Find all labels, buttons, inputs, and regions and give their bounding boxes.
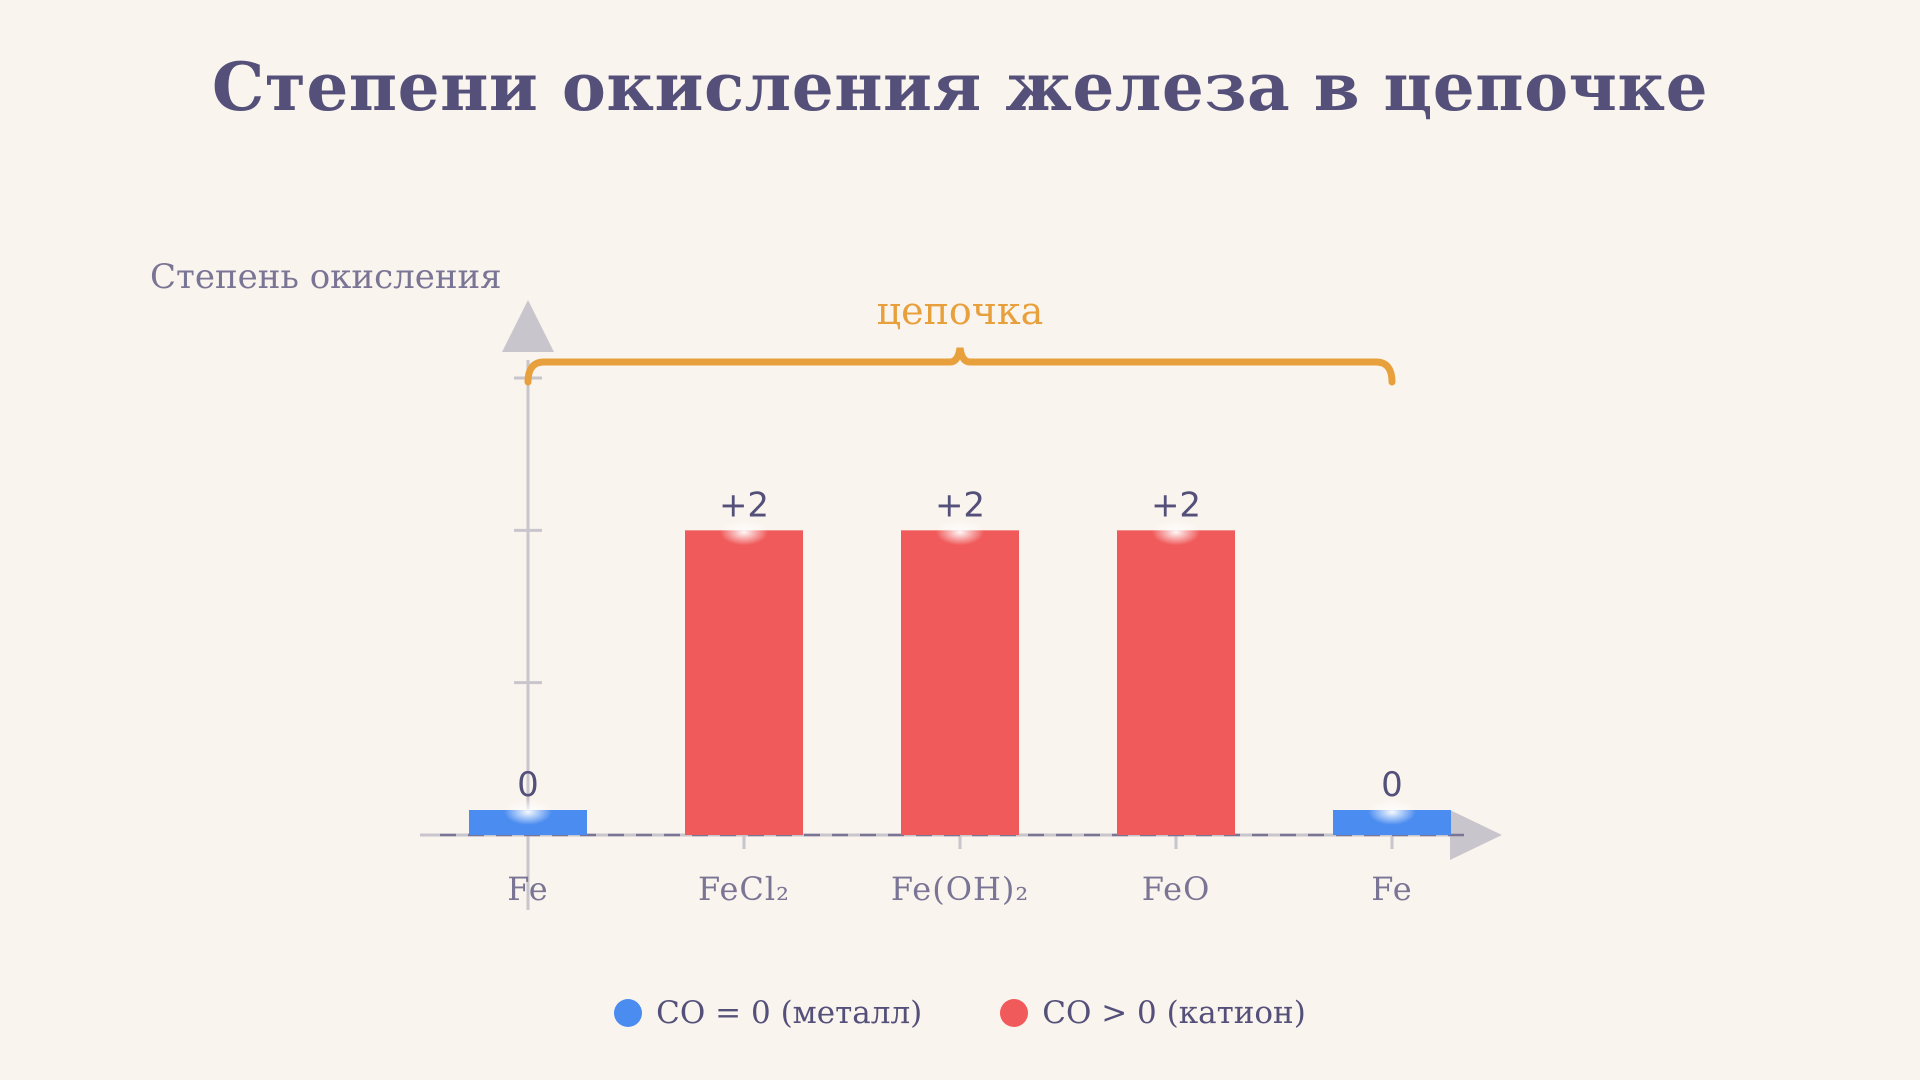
bars (469, 519, 1451, 835)
brace-path (524, 347, 1396, 386)
bar-highlight (1152, 519, 1200, 546)
category-label: FeO (1142, 870, 1211, 908)
bar (901, 530, 1019, 835)
value-label: +2 (1151, 485, 1201, 525)
value-label: 0 (1381, 765, 1403, 805)
bar (1117, 530, 1235, 835)
category-label: Fe(OH)₂ (891, 870, 1029, 908)
value-label: 0 (517, 765, 539, 805)
bar (685, 530, 803, 835)
category-label: Fe (1371, 870, 1412, 908)
y-axis-label: Степень окисления (150, 257, 502, 297)
brace-label: цепочка (877, 289, 1044, 333)
legend-label-metal: СО = 0 (металл) (656, 995, 923, 1031)
labels: 0 Fe +2 FeCl₂ +2 Fe(OH)₂ +2 FeO 0 Fe (507, 485, 1412, 908)
legend-label-cation: СО > 0 (катион) (1042, 995, 1306, 1031)
bar-highlight (504, 799, 552, 825)
chain-brace: цепочка (524, 289, 1396, 386)
bar-highlight (1368, 799, 1416, 825)
axes: Степень окисления (150, 257, 1502, 910)
legend-item-metal: СО = 0 (металл) (614, 995, 922, 1031)
legend-item-cation: СО > 0 (катион) (1000, 995, 1306, 1031)
chart-title: Степени окисления железа в цепочке (211, 48, 1709, 126)
x-axis-arrow (1450, 810, 1502, 860)
bar-highlight (936, 519, 984, 546)
value-label: +2 (935, 485, 985, 525)
category-label: FeCl₂ (698, 870, 790, 908)
legend-swatch-metal (614, 999, 643, 1027)
legend: СО = 0 (металл) СО > 0 (катион) (0, 995, 1920, 1031)
legend-swatch-cation (1000, 999, 1029, 1027)
category-label: Fe (507, 870, 548, 908)
value-label: +2 (719, 485, 769, 525)
y-axis-arrow (502, 300, 554, 352)
bar-highlight (720, 519, 768, 546)
